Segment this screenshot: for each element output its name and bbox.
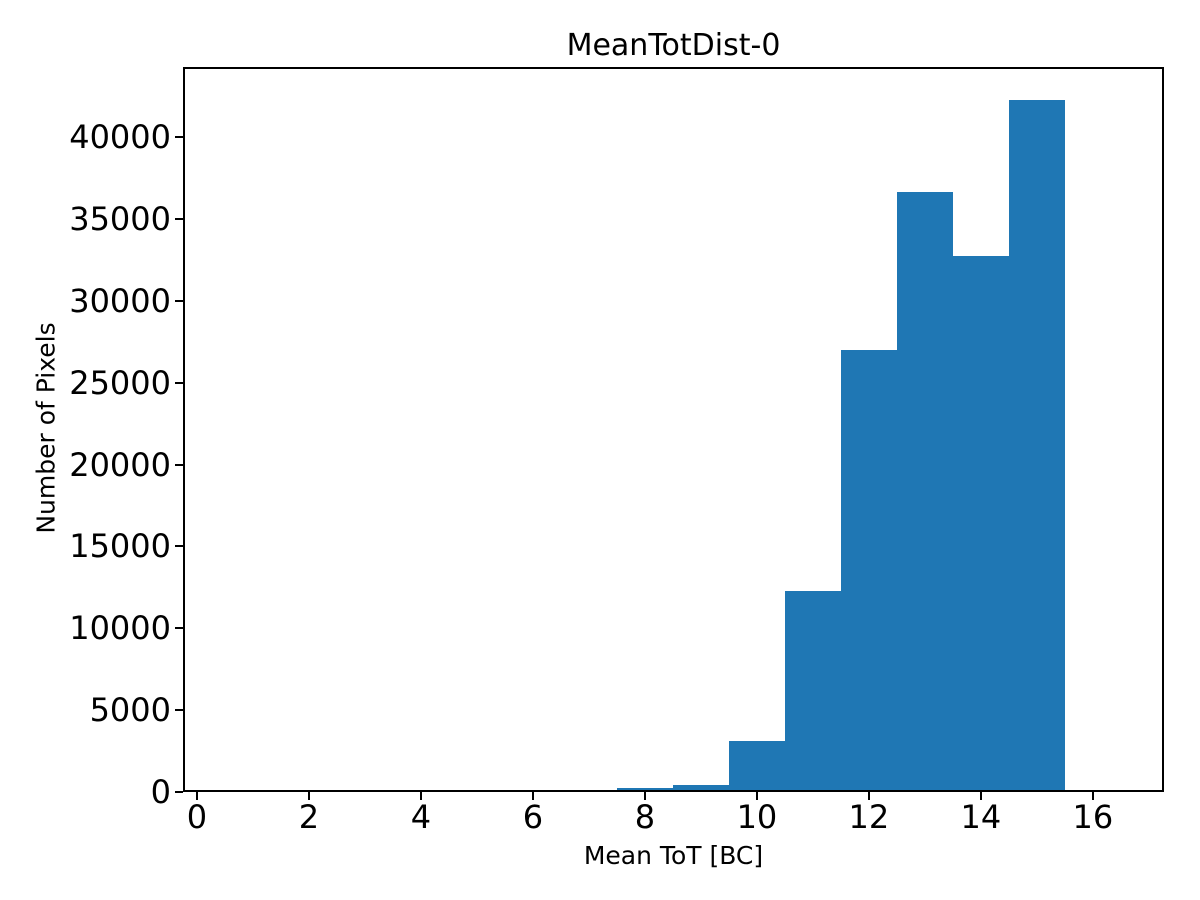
x-tick-mark — [1091, 792, 1094, 800]
bars-layer — [185, 69, 1162, 790]
y-tick-label: 40000 — [69, 118, 171, 156]
histogram-bar — [840, 349, 897, 790]
y-tick-label: 0 — [150, 773, 171, 811]
x-tick-mark — [307, 792, 310, 800]
x-tick-mark — [531, 792, 534, 800]
y-tick-mark — [175, 463, 183, 466]
y-tick-label: 10000 — [69, 609, 171, 648]
y-tick-mark — [175, 136, 183, 138]
histogram-bar — [1008, 99, 1065, 790]
y-tick-mark — [175, 381, 183, 384]
plot-area — [183, 67, 1164, 792]
y-tick-label: 15000 — [69, 527, 171, 566]
x-tick-mark — [979, 792, 982, 800]
histogram-bar — [728, 740, 785, 790]
x-tick-mark — [419, 792, 422, 800]
y-tick-mark — [175, 709, 183, 712]
y-tick-label: 25000 — [69, 363, 171, 402]
histogram-bar — [896, 192, 953, 790]
y-tick-label: 5000 — [89, 691, 171, 730]
y-tick-label: 35000 — [69, 199, 171, 238]
x-tick-mark — [755, 792, 758, 800]
x-tick-label: 2 — [298, 798, 320, 836]
x-axis-label: Mean ToT [BC] — [583, 841, 764, 870]
chart-title: MeanTotDist-0 — [566, 28, 781, 63]
x-tick-label: 4 — [410, 798, 432, 836]
x-tick-mark — [643, 792, 646, 800]
y-tick-label: 30000 — [69, 281, 171, 320]
y-tick-label: 20000 — [69, 445, 171, 484]
x-tick-mark — [195, 792, 198, 800]
x-tick-label: 8 — [634, 798, 656, 836]
y-tick-mark — [175, 791, 183, 793]
histogram-bar — [784, 591, 841, 790]
y-tick-mark — [175, 299, 183, 302]
y-axis-label: Number of Pixels — [31, 322, 61, 534]
x-tick-label: 0 — [186, 798, 208, 836]
x-tick-label: 12 — [848, 798, 890, 836]
x-tick-label: 6 — [522, 798, 544, 836]
x-tick-label: 10 — [736, 798, 778, 836]
histogram-bar — [616, 788, 673, 790]
histogram-bar — [672, 785, 729, 790]
y-tick-mark — [175, 217, 183, 220]
x-tick-label: 16 — [1072, 798, 1114, 836]
x-tick-mark — [867, 792, 870, 800]
y-tick-mark — [175, 627, 183, 630]
x-tick-label: 14 — [960, 798, 1002, 836]
y-tick-mark — [175, 545, 183, 548]
histogram-bar — [952, 256, 1009, 790]
